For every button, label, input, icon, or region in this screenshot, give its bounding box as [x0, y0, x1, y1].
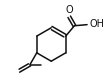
Text: OH: OH: [90, 19, 105, 29]
Text: O: O: [65, 5, 73, 15]
